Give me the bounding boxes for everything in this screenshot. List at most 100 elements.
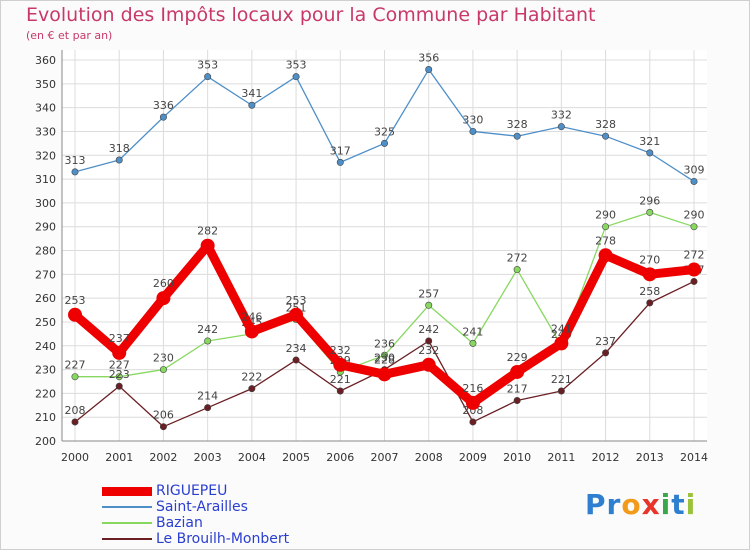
data-label-1: 313 [65,154,86,167]
data-label-1: 309 [684,163,705,176]
data-label-0: 229 [507,351,528,364]
legend-label-bazian: Bazian [156,515,203,531]
legend-item-bazian: Bazian [102,515,203,531]
x-tick-label: 2012 [592,451,620,464]
data-point-2 [159,366,167,374]
data-label-3: 208 [65,404,86,417]
data-label-0: 253 [286,294,307,307]
data-label-1: 353 [197,59,218,72]
legend-item-riguepeu: RIGUEPEU [102,483,227,499]
legend-swatch-bazian [102,522,152,524]
data-point-1 [204,73,212,81]
data-label-3: 242 [418,323,439,336]
data-point-3 [469,418,477,426]
data-label-0: 272 [684,249,705,262]
x-tick-label: 2003 [194,451,222,464]
y-tick-label: 220 [35,387,56,400]
x-tick-label: 2013 [636,451,664,464]
data-label-0: 253 [65,294,86,307]
data-point-3 [336,387,344,395]
data-point-2 [602,223,610,231]
data-label-1: 321 [639,135,660,148]
data-point-3 [602,349,610,357]
data-label-3: 234 [286,342,307,355]
data-point-3 [292,356,300,364]
y-tick-label: 240 [35,340,56,353]
data-point-1 [159,113,167,121]
proxiti-logo: Proxiti [585,488,697,521]
chart-subtitle: (en € et par an) [26,29,113,42]
data-point-2 [380,351,388,359]
data-label-1: 332 [551,109,572,122]
data-point-0 [68,307,82,322]
y-tick-label: 340 [35,102,56,115]
data-label-2: 236 [374,337,395,350]
data-label-0: 237 [109,332,130,345]
data-label-3: 214 [197,390,218,403]
data-point-0 [687,262,701,277]
legend-swatch-saint-arailles [102,506,152,508]
legend-swatch-le-brouilh-monbert [102,538,152,540]
x-tick-label: 2006 [326,451,354,464]
data-label-3: 222 [241,371,262,384]
legend-item-le-brouilh-monbert: Le Brouilh-Monbert [102,531,289,547]
data-label-2: 296 [639,194,660,207]
data-label-1: 336 [153,99,174,112]
data-label-2: 227 [65,359,86,372]
chart-title: Evolution des Impôts locaux pour la Comm… [26,4,596,26]
data-label-3: 237 [595,335,616,348]
data-point-1 [646,149,654,157]
data-point-2 [204,337,212,345]
legend-item-saint-arailles: Saint-Arailles [102,499,248,515]
data-point-0 [465,395,480,410]
x-tick-label: 2014 [680,451,708,464]
data-point-0 [598,248,613,263]
data-label-0: 216 [462,382,483,395]
data-label-0: 270 [639,253,660,266]
data-label-1: 328 [595,118,616,131]
data-point-2 [646,208,654,216]
x-tick-label: 2000 [61,451,89,464]
data-label-0: 232 [330,344,351,357]
data-point-1 [115,156,123,164]
data-point-0 [510,364,525,379]
x-tick-label: 2011 [547,451,575,464]
data-point-1 [469,127,477,135]
data-label-3: 217 [507,383,528,396]
data-label-3: 258 [639,285,660,298]
data-point-0 [200,238,215,253]
data-point-1 [380,139,388,147]
data-label-2: 290 [684,209,705,222]
legend-label-le-brouilh-monbert: Le Brouilh-Monbert [156,531,290,547]
data-label-1: 325 [374,125,395,138]
data-label-3: 230 [374,352,395,365]
data-point-0 [244,324,259,339]
x-tick-label: 2001 [105,451,133,464]
data-point-2 [115,373,123,381]
data-point-2 [71,373,79,381]
y-tick-label: 300 [35,197,56,210]
data-label-0: 246 [241,310,262,323]
data-label-2: 227 [109,359,130,372]
data-point-1 [71,168,79,176]
data-point-3 [115,382,123,390]
y-tick-label: 200 [35,435,56,448]
data-point-3 [513,397,521,405]
data-label-2: 257 [418,287,439,300]
data-point-3 [557,387,565,395]
y-tick-label: 290 [35,221,56,234]
data-label-0: 232 [418,344,439,357]
data-label-2: 242 [197,323,218,336]
data-point-1 [292,73,300,81]
y-tick-label: 250 [35,316,56,329]
data-label-1: 318 [109,142,130,155]
y-tick-label: 350 [35,78,56,91]
y-tick-label: 210 [35,411,56,424]
data-point-1 [248,101,256,109]
y-tick-label: 360 [35,54,56,67]
y-tick-label: 270 [35,268,56,281]
x-tick-label: 2007 [371,451,399,464]
legend-label-riguepeu: RIGUEPEU [156,483,228,499]
y-tick-label: 310 [35,173,56,186]
